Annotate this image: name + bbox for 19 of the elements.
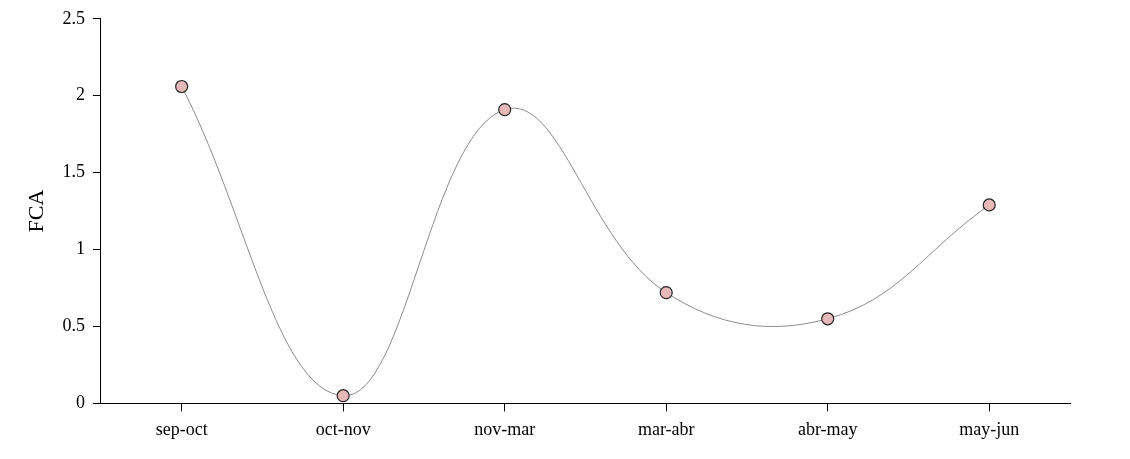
- y-tick-label: 1.5: [62, 161, 85, 182]
- x-tick-label: may-jun: [959, 418, 1020, 439]
- point: [659, 286, 673, 300]
- y-axis-title: FCA: [22, 189, 48, 233]
- point: [982, 198, 996, 212]
- x-tick-label: mar-abr: [637, 418, 695, 439]
- point: [498, 102, 512, 117]
- y-tick-label: 2: [75, 84, 85, 105]
- y-tick-label: 0: [75, 392, 85, 413]
- x-tick-label: abr-may: [797, 418, 858, 439]
- x-tick-label: oct-nov: [315, 418, 371, 439]
- x-tick-label: nov-mar: [474, 418, 536, 439]
- point: [175, 79, 189, 94]
- y-tick-label: 0.5: [62, 315, 85, 336]
- point: [336, 389, 350, 403]
- x-tick-label: sep-oct: [155, 418, 208, 439]
- point: [821, 312, 835, 326]
- y-tick-label: 2.5: [62, 7, 85, 28]
- y-tick-label: 1: [75, 238, 85, 259]
